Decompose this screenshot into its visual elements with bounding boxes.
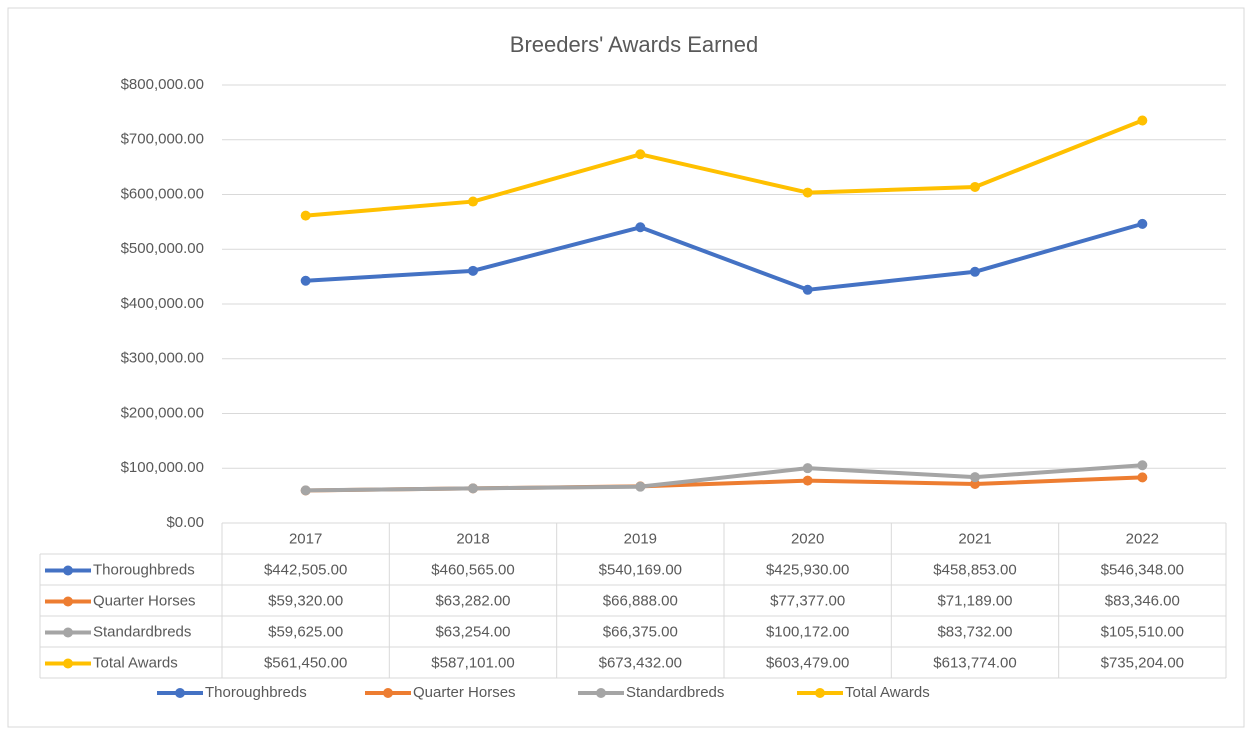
y-tick-label: $500,000.00 <box>121 240 204 257</box>
table-value: $458,853.00 <box>933 561 1016 578</box>
legend-marker <box>383 688 393 698</box>
x-tick-label: 2017 <box>289 530 322 547</box>
series-marker <box>970 472 980 483</box>
table-value: $66,375.00 <box>603 623 678 640</box>
legend-marker <box>63 596 73 607</box>
x-tick-label: 2021 <box>958 530 991 547</box>
series-marker <box>635 481 646 492</box>
legend-label: Thoroughbreds <box>205 684 307 701</box>
legend-label: Thoroughbreds <box>93 561 195 578</box>
legend-marker <box>63 627 73 638</box>
series-line <box>305 463 1143 493</box>
legend-label: Standardbreds <box>93 623 191 640</box>
table-value: $613,774.00 <box>933 654 1016 671</box>
series-marker <box>300 275 311 286</box>
series-marker <box>300 210 311 221</box>
series-marker <box>468 265 478 276</box>
series-marker <box>1137 218 1148 229</box>
series-marker <box>970 479 980 490</box>
table-value: $59,320.00 <box>268 592 343 609</box>
table-value: $735,204.00 <box>1101 654 1184 671</box>
series-marker <box>635 149 646 160</box>
y-tick-label: $400,000.00 <box>121 295 204 312</box>
series-marker <box>635 222 646 233</box>
table-value: $587,101.00 <box>431 654 514 671</box>
table-value: $71,189.00 <box>937 592 1012 609</box>
series-marker <box>468 483 478 494</box>
series-line <box>305 118 1144 218</box>
series-line <box>305 221 1143 292</box>
series-marker <box>802 463 813 474</box>
legend-label: Quarter Horses <box>413 684 516 701</box>
table-value: $63,282.00 <box>435 592 510 609</box>
series-marker <box>1137 460 1148 471</box>
table-value: $83,732.00 <box>937 623 1012 640</box>
legend-marker <box>596 688 606 698</box>
table-value: $66,888.00 <box>603 592 678 609</box>
series-marker <box>802 475 813 486</box>
legend-label: Standardbreds <box>626 684 724 701</box>
legend-label: Quarter Horses <box>93 592 196 609</box>
table-value: $603,479.00 <box>766 654 849 671</box>
legend-marker <box>815 688 825 698</box>
series-marker <box>1137 472 1148 483</box>
series-marker <box>802 284 813 295</box>
table-value: $442,505.00 <box>264 561 347 578</box>
y-tick-label: $800,000.00 <box>121 76 204 93</box>
x-tick-label: 2019 <box>624 530 657 547</box>
table-value: $63,254.00 <box>435 623 510 640</box>
series-marker <box>970 181 980 192</box>
table-value: $561,450.00 <box>264 654 347 671</box>
series-marker <box>970 266 980 277</box>
legend-label: Total Awards <box>845 684 930 701</box>
y-tick-label: $600,000.00 <box>121 185 204 202</box>
table-value: $83,346.00 <box>1105 592 1180 609</box>
y-tick-label: $200,000.00 <box>121 404 204 421</box>
legend-marker <box>175 688 185 698</box>
x-tick-label: 2022 <box>1126 530 1159 547</box>
table-value: $673,432.00 <box>599 654 682 671</box>
table-value: $540,169.00 <box>599 561 682 578</box>
x-tick-label: 2020 <box>791 530 824 547</box>
y-tick-label: $700,000.00 <box>121 131 204 148</box>
series-marker <box>300 485 311 496</box>
x-tick-label: 2018 <box>456 530 489 547</box>
series-marker <box>468 196 478 207</box>
y-tick-label: $0.00 <box>166 514 204 531</box>
chart-border <box>7 7 1245 728</box>
legend-marker <box>63 658 73 669</box>
table-value: $460,565.00 <box>431 561 514 578</box>
table-value: $59,625.00 <box>268 623 343 640</box>
chart-title: Breeders' Awards Earned <box>510 32 758 57</box>
series-marker <box>1137 115 1148 126</box>
table-value: $77,377.00 <box>770 592 845 609</box>
legend-marker <box>63 565 73 576</box>
table-value: $425,930.00 <box>766 561 849 578</box>
series-marker <box>802 187 813 198</box>
y-tick-label: $300,000.00 <box>121 350 204 367</box>
table-value: $105,510.00 <box>1101 623 1184 640</box>
table-value: $546,348.00 <box>1101 561 1184 578</box>
table-value: $100,172.00 <box>766 623 849 640</box>
y-tick-label: $100,000.00 <box>121 459 204 476</box>
legend-label: Total Awards <box>93 654 178 671</box>
